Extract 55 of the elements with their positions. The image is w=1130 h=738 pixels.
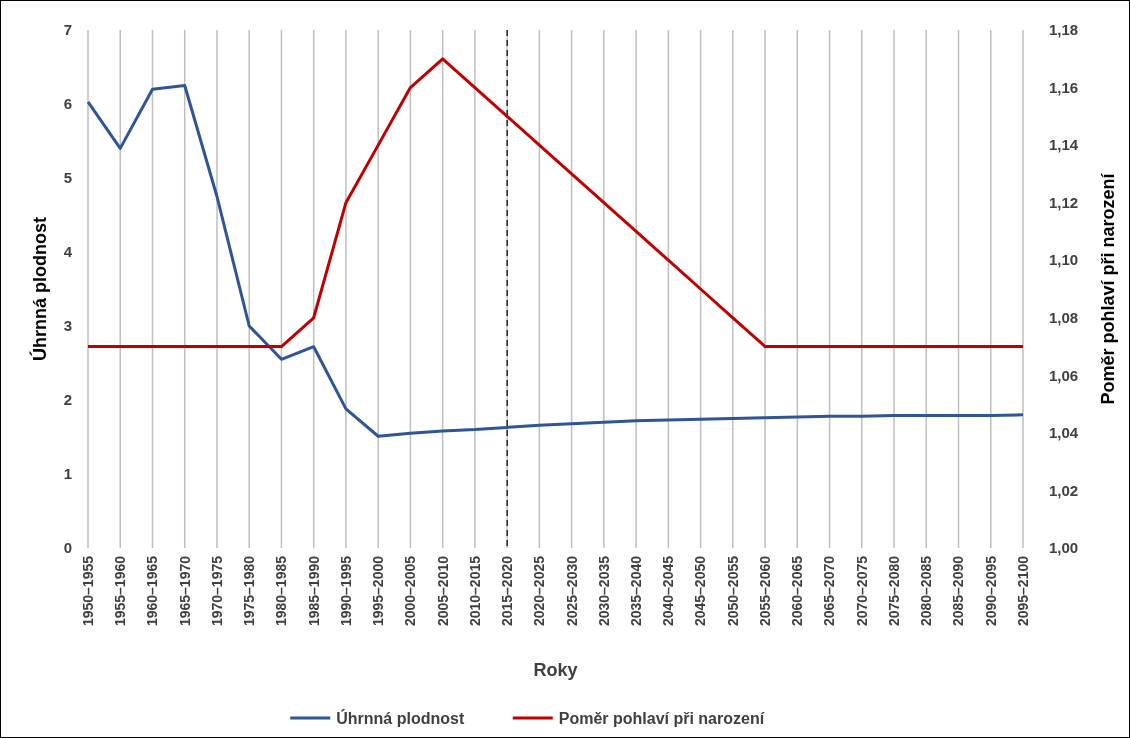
y-tick-label: 0 [63, 539, 72, 557]
x-tick-label: 2030–2035 [595, 555, 612, 627]
x-tick-label: 2090–2095 [982, 555, 999, 627]
x-tick-label: 2025–2030 [563, 555, 580, 627]
x-tick-label: 2040–2045 [660, 555, 677, 627]
y-tick-label: 2 [63, 391, 72, 409]
y2-tick-label: 1,02 [1049, 481, 1079, 499]
y-tick-label: 6 [63, 95, 72, 113]
y2-axis-title: Poměr pohlaví při narození [1098, 172, 1118, 405]
y2-tick-label: 1,14 [1049, 136, 1079, 154]
y-tick-label: 1 [63, 465, 72, 483]
x-tick-label: 1985–1990 [305, 555, 322, 627]
line-series [86, 84, 1025, 438]
x-tick-label: 1995–2000 [370, 555, 387, 627]
legend-label: Poměr pohlaví při narození [558, 709, 765, 727]
y-tick-label: 5 [63, 169, 72, 187]
x-tick-label: 1980–1985 [273, 555, 290, 627]
y2-tick-label: 1,10 [1049, 251, 1079, 269]
y2-tick-label: 1,16 [1049, 78, 1079, 96]
x-tick-label: 2065–2070 [821, 555, 838, 627]
x-axis-title: Roky [533, 660, 578, 680]
x-tick-label: 2080–2085 [918, 555, 935, 627]
x-tick-label: 2035–2040 [628, 555, 644, 627]
x-tick-label: 2010–2015 [466, 555, 483, 627]
y-tick-label: 7 [63, 21, 72, 39]
y-tick-label: 4 [63, 243, 73, 261]
x-tick-label: 2085–2090 [950, 555, 967, 627]
x-tick-label: 1955–1960 [112, 555, 129, 627]
x-tick-label: 2005–2010 [434, 555, 451, 627]
x-tick-label: 1965–1970 [176, 555, 193, 627]
y-tick-label: 3 [63, 317, 72, 335]
x-tick-label: 1960–1965 [144, 555, 161, 627]
x-tick-label: 2055–2060 [756, 555, 773, 627]
y2-tick-label: 1,18 [1049, 21, 1079, 39]
x-tick-label: 2050–2055 [724, 555, 741, 627]
y2-tick-label: 1,00 [1049, 539, 1079, 557]
x-tick-label: 2095–2100 [1014, 555, 1031, 627]
y2-tick-label: 1,12 [1049, 193, 1079, 211]
x-tick-label: 1990–1995 [337, 555, 354, 627]
line-series [86, 57, 1025, 349]
x-tick-label: 2060–2065 [789, 555, 806, 627]
x-tick-label: 2020–2025 [531, 555, 548, 627]
x-tick-label: 1950–1955 [79, 555, 96, 627]
x-tick-label: 2070–2075 [853, 555, 870, 627]
x-tick-label: 2015–2020 [499, 555, 516, 627]
x-tick-label: 1975–1980 [241, 555, 258, 627]
y2-tick-label: 1,04 [1049, 424, 1079, 442]
y2-tick-label: 1,08 [1049, 309, 1079, 327]
x-tick-label: 2000–2005 [402, 555, 419, 627]
x-tick-label: 1970–1975 [208, 555, 225, 627]
legend-label: Úhrnná plodnost [336, 708, 465, 727]
x-tick-label: 2075–2080 [885, 555, 902, 627]
y2-tick-label: 1,06 [1049, 366, 1079, 384]
x-tick-label: 2045–2050 [692, 555, 709, 627]
y-axis-title: Úhrnná plodnost [29, 217, 50, 361]
